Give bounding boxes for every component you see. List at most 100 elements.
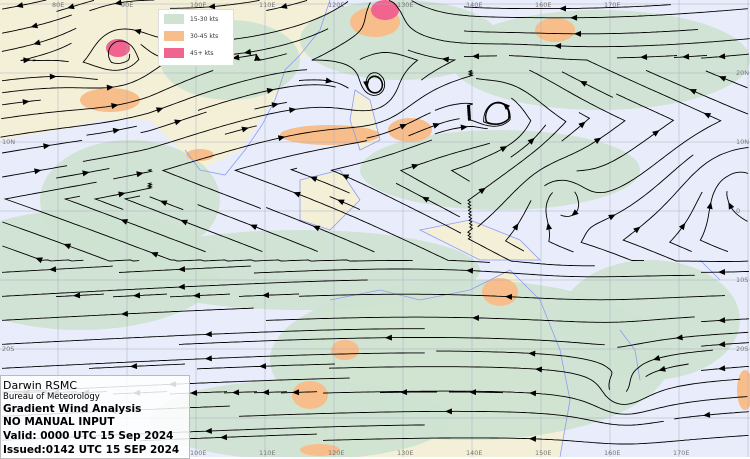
graticule-label: 20S bbox=[2, 345, 15, 353]
streamline bbox=[450, 97, 532, 182]
product-title: Gradient Wind Analysis bbox=[3, 403, 142, 415]
streamline-arrowhead bbox=[111, 103, 119, 109]
streamline bbox=[113, 169, 154, 180]
streamline bbox=[477, 69, 626, 228]
legend-swatch bbox=[164, 31, 184, 41]
streamline-arrowhead bbox=[174, 119, 182, 126]
coastline-layer bbox=[184, 0, 721, 457]
graticule-label: 10N bbox=[736, 138, 750, 146]
streamline bbox=[699, 171, 749, 253]
streamline bbox=[2, 99, 41, 106]
streamline-arrowhead bbox=[528, 350, 536, 357]
streamline-arrowhead bbox=[204, 331, 212, 338]
streamline-arrowhead bbox=[652, 130, 660, 137]
streamline bbox=[82, 1, 349, 71]
streamline bbox=[380, 391, 437, 393]
streamline-arrowhead bbox=[261, 292, 270, 299]
streamline-arrowhead bbox=[573, 30, 581, 37]
streamline bbox=[238, 293, 300, 297]
streamline-arrowhead bbox=[444, 408, 452, 415]
streamline bbox=[93, 182, 153, 210]
graticule-label: 140E bbox=[466, 1, 483, 9]
streamline bbox=[560, 191, 580, 217]
graticule-label: 160E bbox=[535, 1, 552, 9]
graticule-label: 80E bbox=[52, 1, 65, 9]
streamline bbox=[265, 207, 375, 253]
coastline bbox=[349, 89, 381, 151]
streamline bbox=[464, 55, 498, 57]
streamline-arrowhead bbox=[292, 389, 300, 396]
streamline-arrowhead bbox=[192, 292, 201, 299]
streamline-arrowhead bbox=[578, 121, 586, 129]
streamline-arrowhead bbox=[718, 317, 726, 324]
streamline-arrowhead bbox=[465, 267, 474, 274]
streamline-arrowhead bbox=[232, 54, 240, 61]
streamline-arrowhead bbox=[678, 222, 686, 231]
streamline bbox=[580, 154, 694, 261]
streamline bbox=[55, 293, 104, 298]
landmass bbox=[420, 220, 540, 260]
streamline bbox=[645, 69, 749, 115]
streamline bbox=[1, 279, 368, 297]
streamline-arrowhead bbox=[180, 219, 188, 226]
streamline bbox=[224, 125, 257, 135]
streamline bbox=[668, 191, 703, 252]
graticule-label: 120E bbox=[328, 1, 345, 9]
streamline-arrowhead bbox=[112, 127, 121, 134]
streamline bbox=[253, 268, 695, 278]
streamline-arrowhead bbox=[63, 243, 72, 250]
streamline-arrowhead bbox=[499, 146, 508, 153]
streamline-arrowhead bbox=[262, 389, 270, 396]
streamline bbox=[322, 390, 748, 415]
streamline-arrowhead bbox=[266, 87, 275, 94]
streamline-arrowhead bbox=[503, 102, 511, 110]
streamline-arrowhead bbox=[15, 2, 24, 9]
streamline-arrowhead bbox=[34, 168, 42, 175]
streamline bbox=[561, 71, 614, 98]
graticule-label: 170E bbox=[673, 449, 690, 457]
streamline-arrowhead bbox=[159, 200, 168, 207]
streamline-arrowhead bbox=[400, 389, 408, 396]
streamline-arrowhead bbox=[312, 225, 321, 232]
coastline bbox=[184, 0, 331, 176]
streamline-arrowhead bbox=[49, 73, 57, 80]
streamline bbox=[1, 76, 98, 82]
streamline bbox=[617, 331, 749, 348]
agency-name: Bureau of Meteorology bbox=[3, 392, 100, 402]
streamline-arrowhead bbox=[689, 89, 697, 95]
streamline-arrowhead bbox=[72, 292, 81, 299]
streamline bbox=[254, 101, 287, 110]
streamline-arrowhead bbox=[512, 223, 519, 231]
wind-15-30-area bbox=[360, 130, 640, 210]
streamline bbox=[2, 245, 84, 262]
streamline bbox=[561, 112, 591, 142]
streamline-arrowhead bbox=[129, 363, 138, 370]
graticule-label: 110E bbox=[259, 1, 276, 9]
streamline-arrowhead bbox=[472, 53, 480, 60]
streamline-arrowhead bbox=[23, 57, 31, 64]
streamline bbox=[330, 139, 462, 234]
wind-45plus-area bbox=[106, 39, 130, 57]
streamline-arrowhead bbox=[177, 283, 185, 290]
streamline bbox=[1, 352, 425, 369]
streamline bbox=[399, 142, 490, 205]
streamline bbox=[3, 181, 413, 262]
input-note: NO MANUAL INPUT bbox=[3, 416, 115, 428]
legend-swatch bbox=[164, 14, 184, 24]
streamline-arrowhead bbox=[718, 76, 727, 82]
streamline-arrowhead bbox=[703, 112, 712, 119]
streamline bbox=[298, 79, 349, 89]
streamline bbox=[449, 391, 504, 394]
streamline bbox=[726, 191, 748, 222]
streamline bbox=[266, 0, 308, 11]
streamline-arrowhead bbox=[48, 266, 57, 273]
streamline-arrowhead bbox=[177, 266, 186, 273]
wind-30-45-area bbox=[80, 88, 140, 112]
info-box: Darwin RSMC Bureau of Meteorology Gradie… bbox=[0, 375, 190, 459]
wind-30-45-area bbox=[737, 370, 750, 410]
graticule-label: 130E bbox=[397, 1, 414, 9]
streamline bbox=[2, 0, 47, 10]
streamline-arrowhead bbox=[558, 5, 567, 12]
